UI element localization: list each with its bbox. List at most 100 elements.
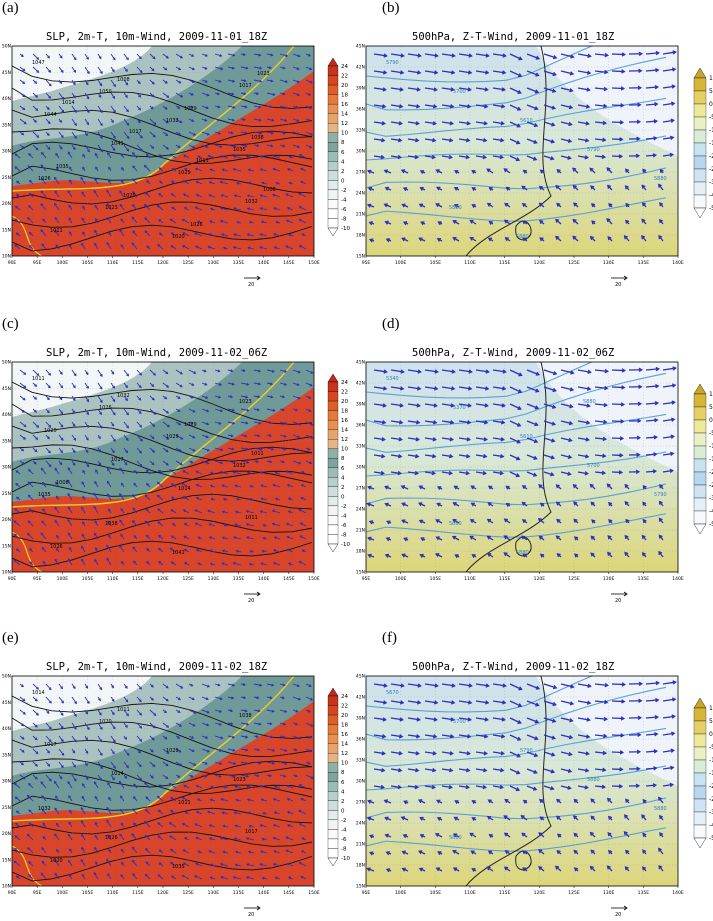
wind-arrow xyxy=(492,700,507,705)
wind-arrow xyxy=(452,867,460,872)
plot-frame xyxy=(365,361,679,573)
wind-arrow xyxy=(214,748,223,752)
wind-arrow xyxy=(245,876,255,880)
colorbar-tick-label: 8 xyxy=(341,140,345,146)
x-tick-label: 105E xyxy=(82,576,94,582)
y-tick-label: 27N xyxy=(356,486,365,492)
wind-arrow xyxy=(149,696,154,701)
wind-arrow xyxy=(28,192,34,198)
y-tick-label: 21N xyxy=(356,528,365,534)
wind-arrow xyxy=(419,170,426,175)
wind-arrow xyxy=(384,502,392,507)
wind-arrow xyxy=(607,815,613,821)
isobar xyxy=(12,381,313,425)
wind-arrow xyxy=(503,518,511,524)
wind-arrow xyxy=(32,761,38,767)
contour-label: 5790 xyxy=(587,147,600,153)
wind-arrow xyxy=(492,768,505,773)
y-tick-label: 40N xyxy=(2,412,11,418)
wind-arrow xyxy=(522,553,528,558)
wind-arrow xyxy=(240,434,248,438)
wind-arrow xyxy=(458,454,471,459)
wind-arrow xyxy=(97,369,103,377)
wind-arrow xyxy=(19,53,24,58)
wind-arrow xyxy=(246,863,255,867)
wind-arrow xyxy=(385,868,392,873)
colorbar-tick-label: 18 xyxy=(341,409,348,415)
wind-arrow xyxy=(234,484,242,488)
wind-arrow xyxy=(162,709,167,714)
wind-arrow xyxy=(227,66,235,70)
x-tick-label: 100E xyxy=(395,576,407,582)
wind-arrow xyxy=(611,154,624,159)
wind-arrow xyxy=(209,220,216,224)
wind-arrow xyxy=(201,421,210,426)
wind-arrow xyxy=(611,750,625,755)
colorbar-segment xyxy=(327,448,339,459)
wind-arrow xyxy=(120,218,125,224)
wind-arrow xyxy=(240,709,248,713)
colorbar-tick-label: -40 xyxy=(709,508,713,515)
wind-arrow xyxy=(623,831,630,838)
wind-arrow xyxy=(28,874,34,880)
wind-arrow xyxy=(183,549,190,553)
wind-arrow xyxy=(645,418,659,423)
wind-arrow xyxy=(149,105,154,110)
wind-arrow xyxy=(486,815,494,821)
wind-arrow xyxy=(220,798,229,802)
wind-arrow xyxy=(207,245,216,250)
colorbar-tick-label: 6 xyxy=(341,466,345,472)
wind-arrow xyxy=(369,851,375,856)
wind-arrow xyxy=(560,386,575,392)
wind-arrow xyxy=(607,236,613,242)
colorbar-segment xyxy=(693,811,707,826)
wind-arrow xyxy=(492,386,507,391)
wind-arrow xyxy=(197,798,203,802)
wind-arrow xyxy=(58,144,63,150)
wind-arrow xyxy=(84,421,89,428)
wind-arrow xyxy=(183,784,190,789)
wind-arrow xyxy=(403,800,409,805)
wind-arrow xyxy=(227,774,236,778)
wind-arrow xyxy=(15,482,21,488)
wind-arrow xyxy=(84,683,89,689)
wind-arrow xyxy=(107,520,112,527)
wind-arrow xyxy=(158,154,164,159)
wind-arrow xyxy=(418,237,426,242)
wind-arrow xyxy=(19,395,26,401)
wind-arrow xyxy=(441,717,455,722)
wind-arrow xyxy=(80,858,86,867)
very-cold-region xyxy=(12,362,152,417)
x-tick-label: 105E xyxy=(82,890,94,896)
wind-arrow xyxy=(188,460,194,464)
wind-arrow xyxy=(390,734,404,739)
wind-arrow xyxy=(232,246,242,250)
wind-arrow xyxy=(418,203,426,208)
wind-arrow xyxy=(71,696,77,705)
wind-arrow xyxy=(68,217,73,224)
wind-arrow xyxy=(492,751,505,756)
x-tick-label: 95E xyxy=(362,890,371,896)
wind-arrow xyxy=(475,454,488,459)
wind-arrow xyxy=(390,768,403,773)
wind-arrow xyxy=(383,169,392,174)
wind-arrow xyxy=(119,493,125,501)
wind-arrow xyxy=(68,821,73,828)
wind-arrow xyxy=(95,469,99,475)
wind-arrow xyxy=(424,386,439,391)
wind-arrow xyxy=(13,520,21,527)
wind-arrow xyxy=(577,734,591,739)
wind-arrow xyxy=(538,832,545,838)
wind-arrow xyxy=(645,435,659,440)
freezing-line xyxy=(12,46,295,192)
wind-arrow xyxy=(32,460,37,465)
wind-arrow xyxy=(273,207,281,211)
wind-arrow xyxy=(594,470,607,476)
colorbar-segment xyxy=(327,170,339,181)
wind-arrow xyxy=(288,233,294,237)
wind-arrow xyxy=(71,774,77,782)
wind-arrow xyxy=(624,551,630,558)
contour-label: 1026 xyxy=(38,176,51,182)
wind-arrow xyxy=(55,795,60,802)
wind-arrow xyxy=(71,369,77,377)
